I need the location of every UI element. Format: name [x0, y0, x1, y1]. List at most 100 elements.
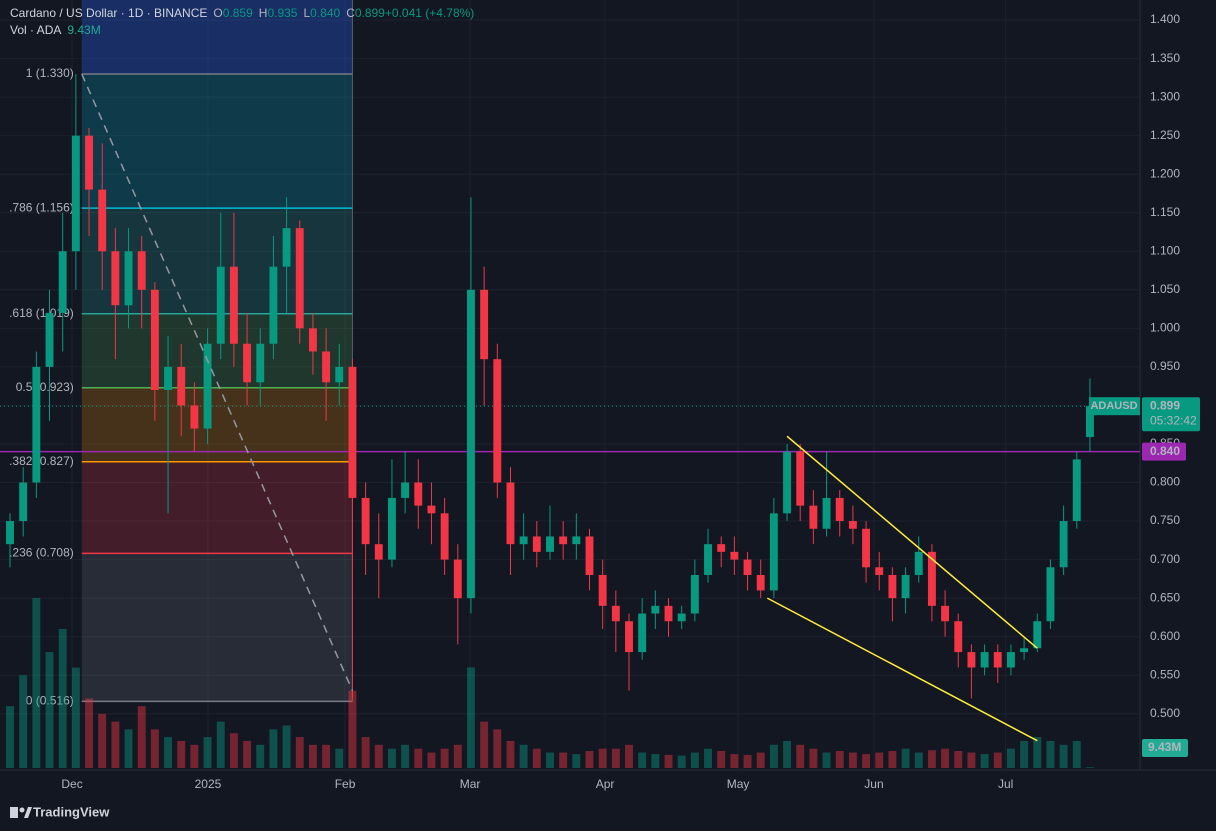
volume-bar [862, 754, 871, 768]
candle-body [71, 135, 80, 252]
volume-bar [150, 729, 159, 768]
volume-bar [348, 690, 357, 768]
y-tick-label: 0.950 [1150, 359, 1180, 373]
candle-body [875, 567, 884, 575]
volume-bar [717, 751, 726, 768]
volume-bar [572, 754, 581, 768]
ohlc-label: H [259, 6, 268, 20]
candle-body [796, 451, 805, 506]
candle-body [98, 189, 107, 252]
volume-bar [941, 748, 950, 768]
header: Cardano / US Dollar · 1D · BINANCE O0.859… [10, 6, 474, 20]
fib-label: .786 (1.156) [9, 200, 74, 214]
volume-bar [888, 751, 897, 768]
volume-tag [1142, 739, 1188, 757]
volume-bar [427, 752, 436, 768]
volume-bar [677, 755, 686, 768]
volume-bar [216, 721, 225, 768]
countdown: 05:32:42 [1150, 413, 1197, 427]
candle-body [954, 621, 963, 653]
logo-shape [24, 807, 32, 818]
candle-body [58, 251, 67, 313]
logo-shape [19, 807, 25, 813]
volume-bar [243, 740, 252, 768]
y-tick-label: 0.650 [1150, 590, 1180, 604]
volume-bar [1086, 767, 1094, 768]
fib-zone [81, 553, 353, 702]
volume-bar [651, 754, 660, 768]
volume-bar [480, 721, 489, 768]
symbol-tag-text: ADAUSD [1090, 400, 1137, 412]
candle-body [532, 536, 541, 552]
candle-body [19, 482, 28, 522]
candle-body [440, 513, 449, 560]
candle-body [927, 551, 936, 606]
volume-bar [954, 751, 963, 768]
volume-bar [440, 748, 449, 768]
volume-bar [1033, 737, 1042, 768]
candle-body [1033, 621, 1042, 649]
volume-bar [308, 744, 317, 768]
volume-bar [506, 740, 515, 768]
volume-bar [19, 675, 28, 768]
candle-body [190, 405, 199, 429]
volume-bar [387, 748, 396, 768]
volume-bar [203, 737, 212, 768]
x-tick-label: Feb [335, 777, 356, 791]
volume-bar [901, 748, 910, 768]
volume-tag-text: 9.43M [1148, 740, 1181, 754]
candle-body [480, 289, 489, 360]
volume-bar [796, 744, 805, 768]
candle-body [769, 513, 778, 591]
candle-body [45, 312, 54, 367]
candle-body [216, 266, 225, 344]
volume-bar [124, 729, 133, 768]
candle-body [269, 266, 278, 344]
fib-label: .236 (0.708) [9, 546, 74, 560]
volume-bar [164, 737, 173, 768]
y-tick-label: 1.000 [1150, 321, 1180, 335]
volume-bar [546, 752, 554, 768]
volume-bar [704, 748, 712, 768]
volume-bar [177, 740, 186, 768]
volume-bar [532, 748, 541, 768]
x-tick-label: Dec [61, 777, 82, 791]
volume-bar [58, 628, 67, 768]
volume-bar [835, 751, 844, 768]
candle-body [137, 251, 146, 290]
candle-body [598, 574, 607, 606]
volume-bar [848, 752, 857, 768]
candle-body [361, 497, 370, 545]
ohlc-label: L [303, 6, 310, 20]
volume-bar [927, 750, 936, 768]
candle-body [295, 228, 304, 329]
brand: TradingView [33, 804, 110, 819]
volume-bar [519, 744, 528, 768]
candle-body [519, 536, 528, 545]
candle-body [704, 544, 712, 575]
candle-body [1059, 521, 1068, 568]
candle-body [282, 228, 291, 267]
title: Cardano / US Dollar · 1D · BINANCE [10, 6, 207, 20]
y-tick-label: 1.100 [1150, 243, 1180, 257]
volume-bar [111, 721, 120, 768]
candle-body [848, 521, 857, 529]
trend-line [786, 435, 1038, 649]
volume-bar [71, 667, 80, 768]
candle-body [572, 536, 581, 545]
x-tick-label: 2025 [195, 777, 222, 791]
candle-body [730, 551, 739, 560]
candle-body [1072, 459, 1081, 522]
x-tick-label: May [727, 777, 750, 791]
volume-bar [914, 752, 923, 768]
volume-bar [295, 737, 304, 768]
ohlc-value: 0.899 [355, 6, 385, 20]
candle-body [164, 366, 173, 391]
volume-title: Vol · ADA [10, 23, 61, 37]
volume-bar [335, 748, 344, 768]
candle-body [308, 328, 317, 352]
ohlc-value: +0.041 (+4.78%) [385, 6, 474, 20]
